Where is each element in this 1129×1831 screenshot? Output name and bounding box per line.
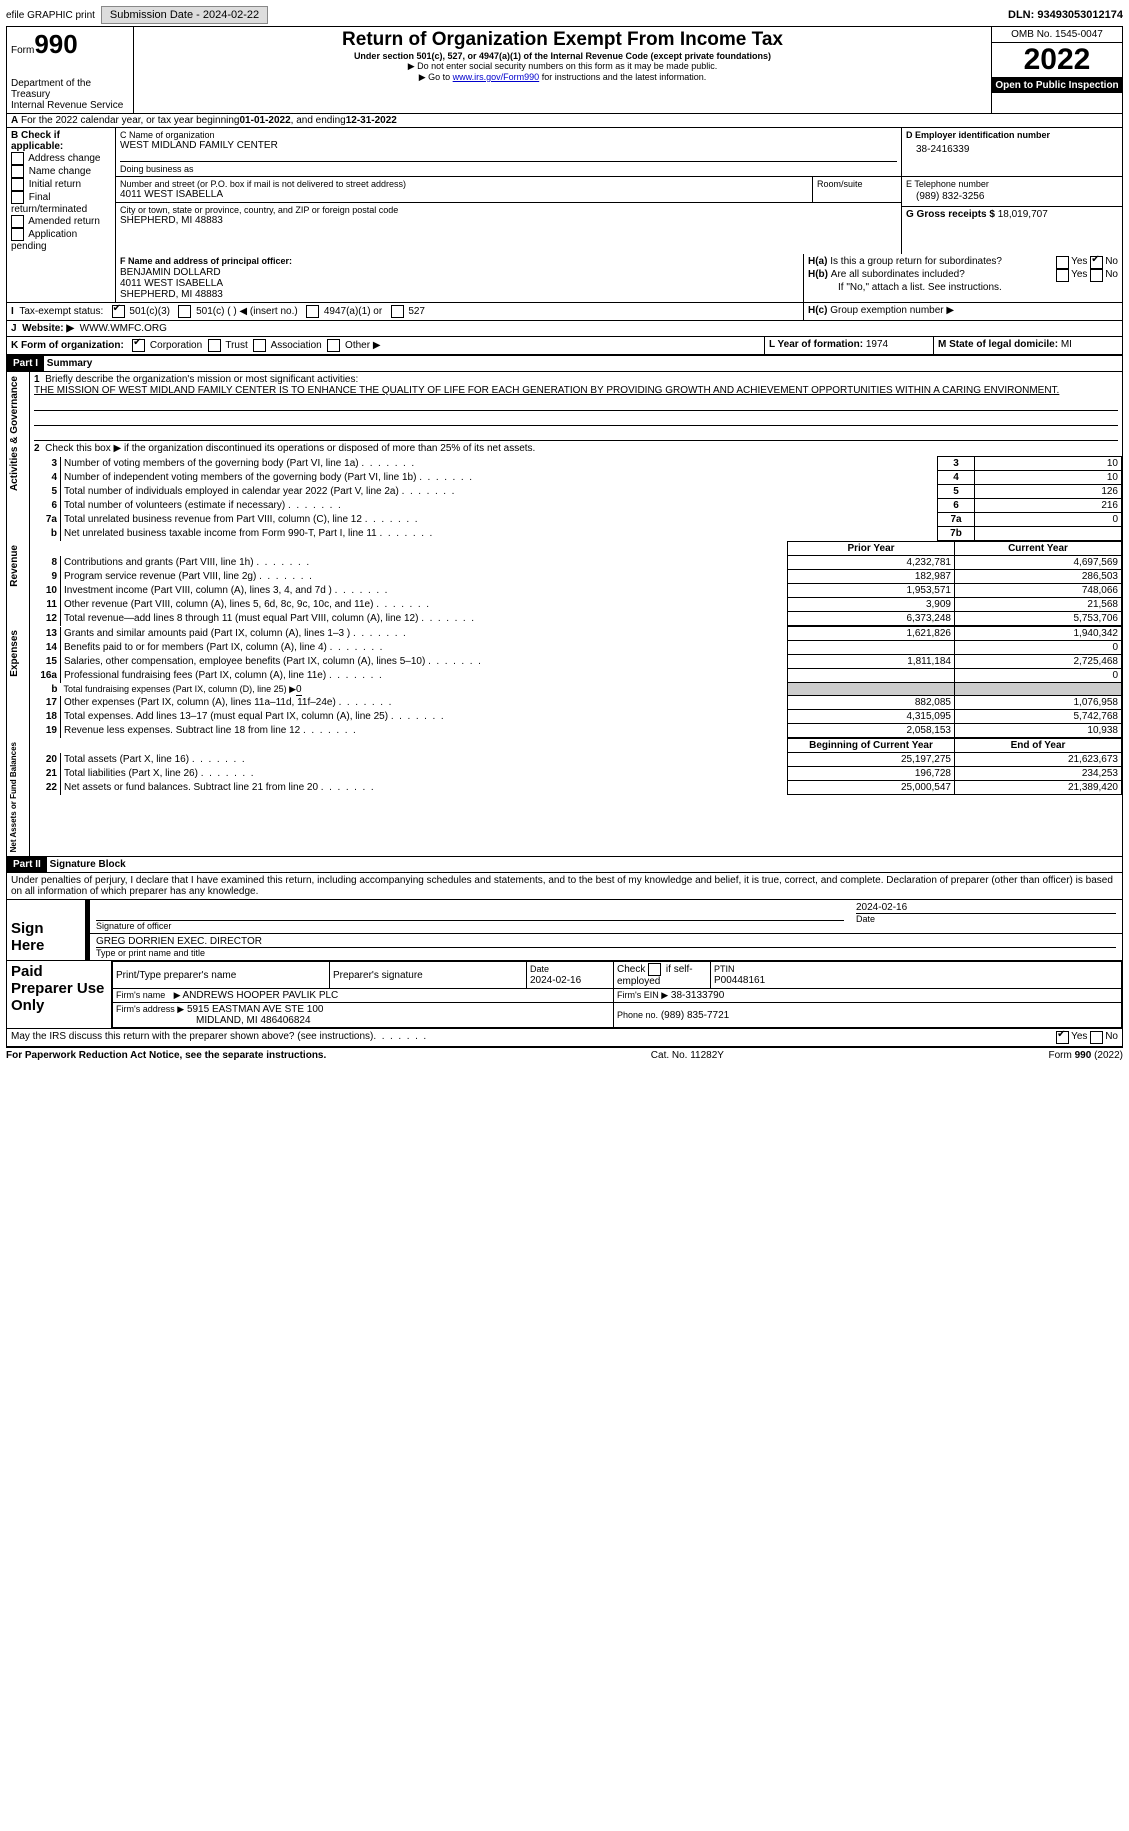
box-i: I Tax-exempt status: 501(c)(3) 501(c) ( … <box>7 303 804 320</box>
form-number: 990 <box>34 29 77 59</box>
subtitle3: ▶ Go to www.irs.gov/Form990 for instruct… <box>138 72 987 83</box>
checkbox-amended-return[interactable]: Amended return <box>11 215 111 228</box>
form-pre: Form <box>11 45 34 56</box>
firm-ein: 38-3133790 <box>671 990 724 1001</box>
box-l: L Year of formation: 1974 <box>765 337 934 354</box>
dln: DLN: 93493053012174 <box>1008 9 1123 21</box>
box-m: M State of legal domicile: MI <box>934 337 1122 354</box>
summary-table: 3Number of voting members of the governi… <box>30 456 1122 541</box>
side-revenue: Revenue <box>7 541 22 591</box>
side-netassets: Net Assets or Fund Balances <box>7 738 20 856</box>
box-hc: H(c) Group exemption number ▶ <box>804 303 1122 320</box>
subtitle1: Under section 501(c), 527, or 4947(a)(1)… <box>138 51 987 61</box>
website: WWW.WMFC.ORG <box>80 323 167 334</box>
officer-name: GREG DORRIEN EXEC. DIRECTOR <box>96 936 1116 947</box>
submission-date-btn[interactable]: Submission Date - 2024-02-22 <box>101 6 268 24</box>
firm-name: ANDREWS HOOPER PAVLIK PLC <box>183 990 339 1001</box>
side-activities: Activities & Governance <box>7 372 22 495</box>
box-f: F Name and address of principal officer:… <box>116 254 804 302</box>
box-k: K Form of organization: Corporation Trus… <box>7 337 765 354</box>
firm-phone: (989) 835-7721 <box>661 1010 729 1021</box>
omb: OMB No. 1545-0047 <box>992 27 1122 42</box>
firm-addr1: 5915 EASTMAN AVE STE 100 <box>187 1004 324 1015</box>
side-expenses: Expenses <box>7 626 22 681</box>
subtitle2: ▶ Do not enter social security numbers o… <box>138 61 987 72</box>
form-container: Form990 Department of the Treasury Inter… <box>6 26 1123 1048</box>
street: 4011 WEST ISABELLA <box>120 189 808 200</box>
form-title: Return of Organization Exempt From Incom… <box>138 29 987 51</box>
sign-date: 2024-02-16 <box>856 902 1116 913</box>
discuss-row: May the IRS discuss this return with the… <box>7 1029 1122 1047</box>
box-c: C Name of organization WEST MIDLAND FAMI… <box>116 128 902 254</box>
box-h: H(a) Is this a group return for subordin… <box>804 254 1122 302</box>
netassets-table: Beginning of Current YearEnd of Year20To… <box>30 738 1122 795</box>
checkbox-final-return-terminated[interactable]: Final return/terminated <box>11 191 111 215</box>
box-j: J Website: ▶ WWW.WMFC.ORG <box>7 321 1122 337</box>
line-a: A For the 2022 calendar year, or tax yea… <box>7 114 1122 128</box>
part1-header: Part I Summary <box>7 355 1122 372</box>
box-deg: D Employer identification number 38-2416… <box>902 128 1122 254</box>
expenses-table: 13Grants and similar amounts paid (Part … <box>30 626 1122 738</box>
footer: For Paperwork Reduction Act Notice, see … <box>6 1048 1123 1063</box>
ptin: P00448161 <box>714 975 765 986</box>
city: SHEPHERD, MI 48883 <box>120 215 897 226</box>
ein: 38-2416339 <box>906 140 1118 159</box>
declaration: Under penalties of perjury, I declare th… <box>7 873 1122 900</box>
header-bar: efile GRAPHIC print Submission Date - 20… <box>6 6 1123 24</box>
open-inspection: Open to Public Inspection <box>992 78 1122 93</box>
part2-header: Part II Signature Block <box>7 856 1122 873</box>
checkbox-name-change[interactable]: Name change <box>11 165 111 178</box>
irs-link[interactable]: www.irs.gov/Form990 <box>453 72 540 82</box>
checkbox-initial-return[interactable]: Initial return <box>11 178 111 191</box>
mission: THE MISSION OF WEST MIDLAND FAMILY CENTE… <box>34 385 1059 396</box>
paid-preparer-table: Print/Type preparer's name Preparer's si… <box>112 961 1122 1028</box>
org-name: WEST MIDLAND FAMILY CENTER <box>120 140 897 151</box>
box-b: B Check if applicable: Address change Na… <box>7 128 116 254</box>
paid-preparer-label: Paid Preparer Use Only <box>7 961 112 1028</box>
sign-here-label: Sign Here <box>7 900 86 960</box>
dept: Department of the Treasury Internal Reve… <box>11 78 129 111</box>
checkbox-application-pending[interactable]: Application pending <box>11 228 111 252</box>
efile-label: efile GRAPHIC print <box>6 10 95 21</box>
revenue-table: Prior YearCurrent Year8Contributions and… <box>30 541 1122 626</box>
gross-receipts: 18,019,707 <box>998 209 1048 220</box>
phone: (989) 832-3256 <box>906 189 1118 204</box>
checkbox-address-change[interactable]: Address change <box>11 152 111 165</box>
tax-year: 2022 <box>992 42 1122 78</box>
firm-addr2: MIDLAND, MI 486406824 <box>116 1015 311 1026</box>
